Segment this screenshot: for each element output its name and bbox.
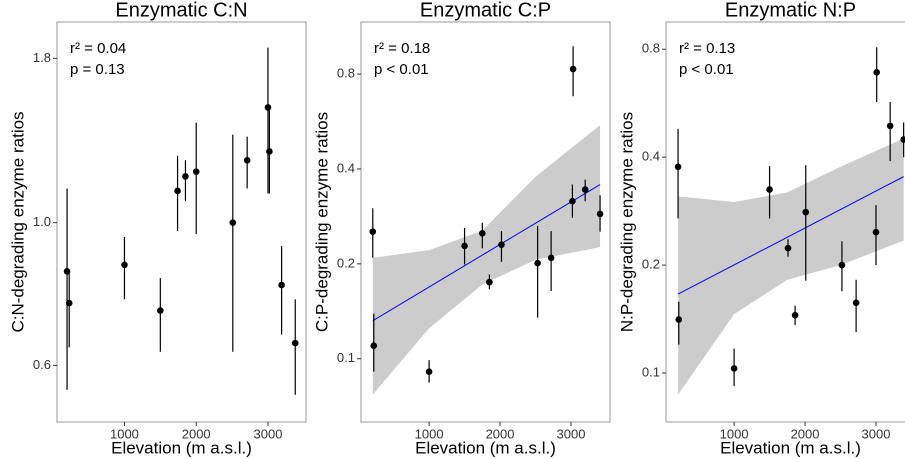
stat-annotation: r² = 0.18 [374,40,430,57]
y-axis-label: N:P-degrading enzyme ratios [617,112,636,332]
point [486,278,493,286]
plot-border [360,21,611,423]
point [900,136,905,143]
point [852,299,860,307]
point [291,339,299,347]
point [65,299,73,307]
y-tick-label: 1.0 [33,214,51,229]
y-tick-label: 0.8 [642,41,660,56]
point [730,365,738,372]
stat-annotation: p < 0.01 [679,61,734,78]
plot-border [56,21,307,423]
point [498,241,505,249]
y-tick-label: 0.1 [337,350,355,365]
y-axis-label: C:P-degrading enzyme ratios [312,112,331,332]
confidence-band [678,138,904,395]
x-tick-label: 1000 [415,426,444,441]
point [569,65,577,73]
panel: 0.1 0.2 0.4 0.8 1000 2000 3000 Enzymatic N:P Ele… [617,0,905,457]
point [264,104,272,111]
y-tick-label: 0.4 [642,149,660,164]
point [425,368,433,375]
x-axis-label: Elevation (m a.s.l.) [415,438,556,457]
plot-border [665,21,905,423]
point [675,316,683,323]
y-tick-label: 0.6 [33,357,51,372]
x-tick-label: 2000 [791,426,820,441]
stat-annotation: p = 0.13 [70,61,125,78]
point [784,244,792,252]
point [581,186,589,193]
x-axis-label: Elevation (m a.s.l.) [720,438,861,457]
panel-title: Enzymatic N:P [725,0,856,21]
fit-line [372,184,601,322]
point [479,229,486,237]
point [121,261,128,269]
stat-annotation: r² = 0.13 [679,40,735,57]
x-axis-label: Elevation (m a.s.l.) [111,438,252,457]
y-tick-label: 0.2 [337,255,355,270]
point [192,168,200,175]
x-tick-label: 3000 [862,426,891,441]
x-tick-label: 3000 [557,426,586,441]
point [873,68,880,76]
point [370,342,378,349]
y-tick-label: 1.8 [33,50,51,65]
point [569,197,576,205]
point [802,208,810,216]
x-tick-label: 3000 [254,426,283,441]
point [886,122,894,130]
stat-annotation: p < 0.01 [374,61,429,78]
y-tick-label: 0.8 [337,65,355,80]
y-axis-label: C:N-degrading enzyme ratios [8,111,27,332]
y-tick-label: 0.4 [337,160,355,175]
panel: 0.1 0.2 0.4 0.8 1000 2000 3000 Enzymatic C:P Ele… [312,0,611,457]
x-tick-label: 2000 [182,426,211,441]
fit-line [677,176,904,295]
y-tick-label: 0.2 [642,257,660,272]
panel-title: Enzymatic C:P [420,0,551,21]
x-tick-label: 1000 [110,426,139,441]
point [547,254,555,262]
point [766,186,773,193]
panel: 0.6 1.0 1.8 1000 2000 3000 Enzymatic C:N Elevat… [8,0,307,457]
point [872,228,880,236]
x-tick-label: 1000 [720,426,749,441]
point [534,259,541,267]
confidence-band [372,125,601,395]
plot-background [57,22,306,422]
point [174,187,181,195]
point [596,210,604,218]
y-tick-label: 0.1 [642,364,660,379]
point [229,219,237,226]
stat-annotation: r² = 0.04 [70,40,126,57]
point [278,281,285,289]
point [461,242,468,250]
point [266,148,273,155]
point [838,261,846,269]
point [243,156,251,164]
x-tick-label: 2000 [486,426,515,441]
point [791,311,799,319]
point [157,307,164,314]
point [674,163,682,171]
panel-title: Enzymatic C:N [115,0,247,21]
point [369,228,377,235]
point [182,173,189,180]
